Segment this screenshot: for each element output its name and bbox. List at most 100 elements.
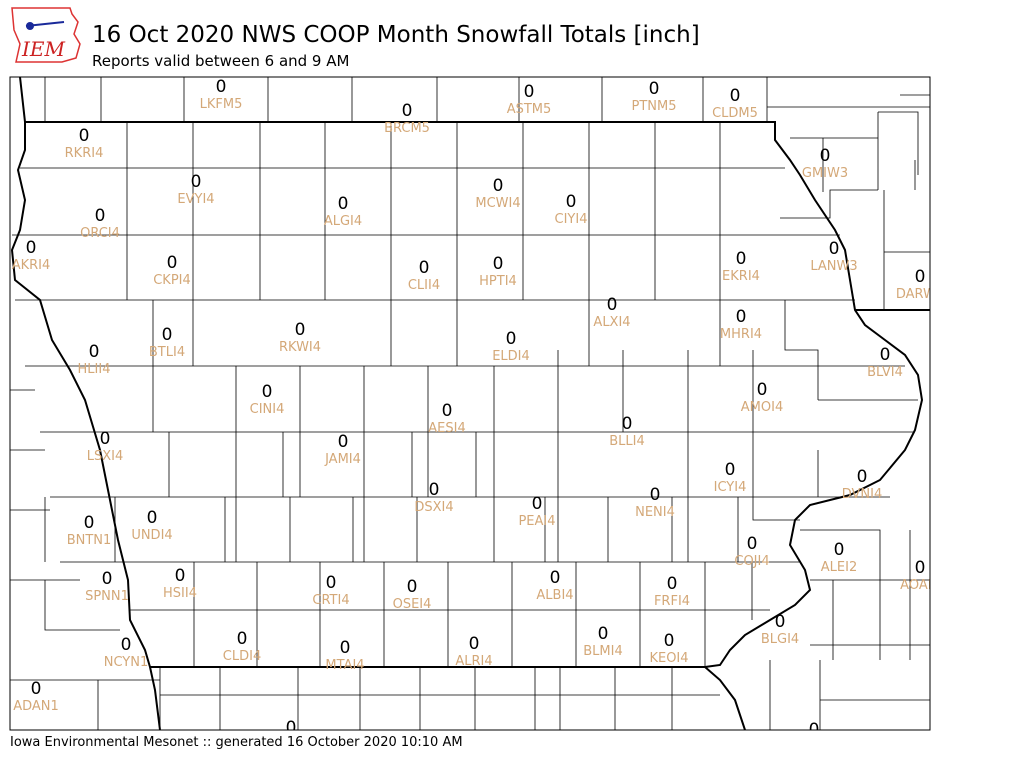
station-id: EVYI4 <box>177 192 214 207</box>
station-id: CRTI4 <box>312 593 349 608</box>
station-id: PTNM5 <box>632 99 677 114</box>
station-id: DARW3 <box>896 287 944 302</box>
footer: Iowa Environmental Mesonet :: generated … <box>10 735 463 750</box>
station-id: LSXI4 <box>87 449 124 464</box>
station-value: 0 <box>286 718 297 738</box>
station-id: BRCM5 <box>384 121 430 136</box>
station-id: ICYI4 <box>714 480 747 495</box>
station-id: EKRI4 <box>722 269 760 284</box>
station-value: 0 <box>667 574 678 594</box>
station-id: BLLI4 <box>609 434 645 449</box>
station-value: 0 <box>191 172 202 192</box>
station-value: 0 <box>262 382 273 402</box>
station-value: 0 <box>820 146 831 166</box>
station-id: CKPI4 <box>153 273 191 288</box>
station-value: 0 <box>857 467 868 487</box>
station-id: LANW3 <box>810 259 857 274</box>
station-value: 0 <box>757 380 768 400</box>
station-id: AESI4 <box>428 421 465 436</box>
station-id: GMIW3 <box>802 166 848 181</box>
station-value: 0 <box>725 460 736 480</box>
station-id: BTLI4 <box>149 345 185 360</box>
station-id: SPNN1 <box>85 589 129 604</box>
station-value: 0 <box>775 612 786 632</box>
station-id: ELDI4 <box>492 349 530 364</box>
subtitle: Reports valid between 6 and 9 AM <box>92 52 349 70</box>
station-value: 0 <box>340 638 351 658</box>
station-id: UNDI4 <box>131 528 172 543</box>
station-value: 0 <box>532 494 543 514</box>
station-value: 0 <box>550 568 561 588</box>
station-value: 0 <box>566 192 577 212</box>
station-id: AMOI4 <box>741 400 783 415</box>
station-id: NCYN1 <box>104 655 149 670</box>
station-id: ASTM5 <box>507 102 552 117</box>
station-value: 0 <box>506 329 517 349</box>
station-id: BNTN1 <box>67 533 112 548</box>
map-frame <box>9 76 931 731</box>
station-value: 0 <box>31 679 42 699</box>
station-value: 0 <box>736 307 747 327</box>
station-id: MTAI4 <box>325 658 364 673</box>
station-value: 0 <box>326 573 337 593</box>
station-value: 0 <box>915 267 926 287</box>
station-value: 0 <box>524 82 535 102</box>
station-value: 0 <box>730 86 741 106</box>
station-value: 0 <box>237 629 248 649</box>
station-id: DSXI4 <box>414 500 453 515</box>
station-value: 0 <box>607 295 618 315</box>
station-value: 0 <box>407 577 418 597</box>
station-value: 0 <box>175 566 186 586</box>
station-value: 0 <box>834 540 845 560</box>
station-id: PEAI4 <box>518 514 555 529</box>
station-id: CINI4 <box>250 402 285 417</box>
station-value: 0 <box>216 77 227 97</box>
station-value: 0 <box>121 635 132 655</box>
station-value: 0 <box>402 101 413 121</box>
station-id: HLII4 <box>78 362 111 377</box>
station-value: 0 <box>429 480 440 500</box>
station-id: CLII4 <box>408 278 440 293</box>
station-id: NENI4 <box>635 505 675 520</box>
station-id: COJI4 <box>734 554 769 569</box>
station-id: DVNI4 <box>842 487 883 502</box>
station-id: ADAN1 <box>13 699 59 714</box>
station-value: 0 <box>915 558 926 578</box>
station-id: ALEI2 <box>821 560 857 575</box>
station-value: 0 <box>809 720 820 740</box>
station-value: 0 <box>664 631 675 651</box>
station-value: 0 <box>338 194 349 214</box>
station-id: ALBI4 <box>536 588 573 603</box>
station-value: 0 <box>102 569 113 589</box>
station-value: 0 <box>493 176 504 196</box>
station-id: AKRI4 <box>12 258 51 273</box>
station-value: 0 <box>622 414 633 434</box>
station-id: CLDM5 <box>712 106 758 121</box>
station-id: BLMI4 <box>583 644 622 659</box>
station-value: 0 <box>736 249 747 269</box>
station-id: HSII4 <box>163 586 197 601</box>
station-id: CLDI4 <box>223 649 261 664</box>
title: 16 Oct 2020 NWS COOP Month Snowfall Tota… <box>92 22 700 48</box>
station-id: FRFI4 <box>654 594 690 609</box>
station-id: HPTI4 <box>479 274 517 289</box>
station-value: 0 <box>650 485 661 505</box>
station-value: 0 <box>295 320 306 340</box>
logo-text: IEM <box>21 37 66 61</box>
station-value: 0 <box>598 624 609 644</box>
station-id: ALGI4 <box>324 214 362 229</box>
station-value: 0 <box>84 513 95 533</box>
station-id: RKWI4 <box>279 340 321 355</box>
station-id: ALXI4 <box>593 315 630 330</box>
station-id: RKRI4 <box>65 146 104 161</box>
station-id: ALRI4 <box>455 654 492 669</box>
station-value: 0 <box>167 253 178 273</box>
station-id: OSEI4 <box>393 597 432 612</box>
station-value: 0 <box>493 254 504 274</box>
station-id: MCWI4 <box>475 196 520 211</box>
station-id: MHRI4 <box>720 327 762 342</box>
